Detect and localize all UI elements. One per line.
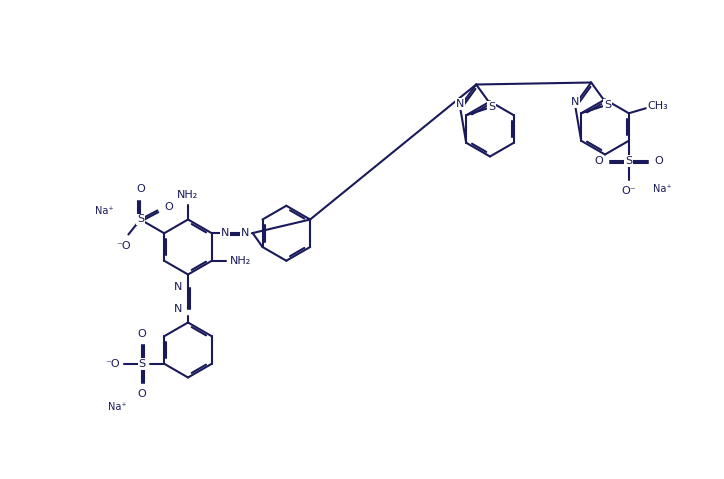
Text: NH₂: NH₂ (177, 190, 198, 199)
Text: N: N (174, 304, 182, 313)
Text: Na⁺: Na⁺ (108, 402, 127, 412)
Text: O: O (164, 202, 173, 212)
Text: N: N (571, 97, 579, 107)
Text: O⁻: O⁻ (621, 186, 636, 196)
Text: N: N (456, 99, 464, 109)
Text: N: N (221, 228, 229, 238)
Text: ⁻O: ⁻O (105, 359, 119, 369)
Text: S: S (488, 102, 495, 112)
Text: S: S (626, 156, 632, 166)
Text: N: N (240, 228, 249, 238)
Text: O: O (138, 329, 146, 339)
Text: O: O (594, 156, 603, 166)
Text: S: S (137, 215, 144, 225)
Text: O: O (654, 156, 663, 166)
Text: S: S (138, 359, 146, 369)
Text: Na⁺: Na⁺ (652, 184, 671, 194)
Text: NH₂: NH₂ (230, 256, 251, 266)
Text: N: N (174, 283, 182, 293)
Text: CH₃: CH₃ (647, 101, 668, 111)
Text: S: S (604, 100, 611, 110)
Text: O: O (136, 184, 145, 194)
Text: ⁻O: ⁻O (116, 241, 130, 251)
Text: O: O (138, 389, 146, 399)
Text: Na⁺: Na⁺ (95, 206, 114, 217)
